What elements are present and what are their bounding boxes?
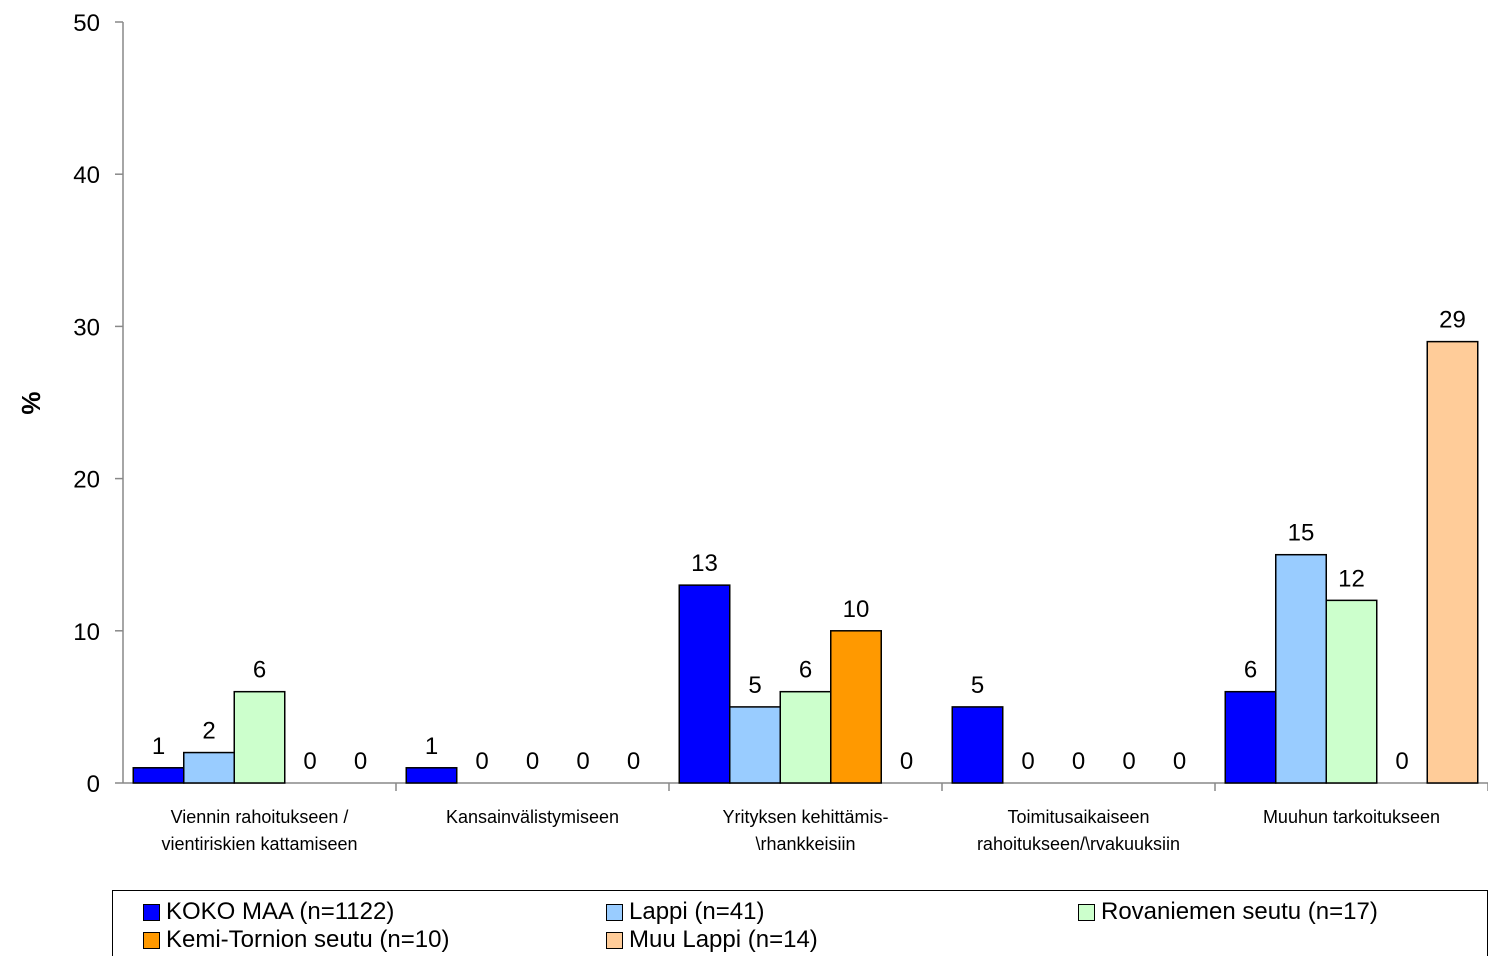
data-label: 5 — [748, 672, 761, 699]
data-label: 29 — [1439, 307, 1466, 334]
data-label: 0 — [900, 748, 913, 775]
y-tick-label: 40 — [73, 162, 100, 189]
data-label: 0 — [303, 748, 316, 775]
y-tick-label: 10 — [73, 619, 100, 646]
y-tick-label: 20 — [73, 467, 100, 494]
x-tick-label: Muuhun tarkoitukseen — [1263, 807, 1440, 827]
data-label: 13 — [691, 550, 718, 577]
data-label: 0 — [576, 748, 589, 775]
bar — [729, 706, 781, 784]
bar — [951, 706, 1004, 784]
data-label: 0 — [1122, 748, 1135, 775]
x-tick-label: vientiriskien kattamiseen — [161, 834, 357, 854]
legend-item: KOKO MAA (n=1122) — [143, 900, 394, 924]
data-label: 6 — [253, 657, 266, 684]
legend-swatch — [606, 903, 623, 921]
y-tick-label: 0 — [87, 771, 100, 798]
legend-label: Kemi-Tornion seutu (n=10) — [166, 926, 450, 953]
legend-swatch — [143, 931, 160, 949]
legend-item: Lappi (n=41) — [606, 900, 764, 924]
bar — [1224, 690, 1277, 784]
legend-label: Rovaniemen seutu (n=17) — [1101, 898, 1378, 925]
bar — [779, 690, 832, 784]
data-label: 0 — [354, 748, 367, 775]
data-label: 6 — [799, 657, 812, 684]
data-label: 1 — [152, 733, 165, 760]
data-label: 15 — [1288, 520, 1315, 547]
data-label: 2 — [202, 718, 215, 745]
y-tick-label: 50 — [73, 10, 100, 37]
data-label: 0 — [1395, 748, 1408, 775]
data-label: 5 — [971, 672, 984, 699]
legend-item: Muu Lappi (n=14) — [606, 928, 818, 952]
legend: KOKO MAA (n=1122) Lappi (n=41) Rovaniemen … — [112, 890, 1488, 956]
data-label: 12 — [1338, 565, 1365, 592]
bar — [830, 630, 882, 784]
bar — [1275, 553, 1327, 784]
legend-swatch — [606, 931, 623, 949]
y-tick-label: 30 — [73, 314, 100, 341]
bar — [183, 751, 235, 784]
bar — [405, 767, 458, 784]
data-label: 0 — [526, 748, 539, 775]
bars — [132, 340, 1479, 784]
legend-swatch — [1078, 903, 1095, 921]
data-label: 0 — [1173, 748, 1186, 775]
legend-label: Lappi (n=41) — [629, 898, 765, 925]
data-label: 1 — [425, 733, 438, 760]
bar — [233, 690, 286, 784]
data-label: 0 — [1072, 748, 1085, 775]
x-tick-label: Toimitusaikaiseen — [1007, 807, 1149, 827]
data-labels: 1 1 13 5 6 2 0 5 0 15 6 0 6 0 12 0 0 10 0 0 0 0 0 0 29 — [152, 307, 1466, 775]
x-tick-label: rahoitukseen/\rvakuuksiin — [977, 834, 1180, 854]
y-axis-label: % — [16, 391, 46, 414]
data-label: 0 — [475, 748, 488, 775]
data-label: 10 — [843, 596, 870, 623]
bar — [678, 584, 731, 784]
x-tick-label: \rhankkeisiin — [755, 834, 855, 854]
bar — [132, 767, 185, 784]
x-tick-label: Kansainvälistymiseen — [446, 807, 619, 827]
legend-label: Muu Lappi (n=14) — [629, 926, 818, 953]
data-label: 0 — [627, 748, 640, 775]
x-tick-label: Yrityksen kehittämis- — [722, 807, 888, 827]
data-label: 6 — [1244, 657, 1257, 684]
bar — [1325, 599, 1378, 784]
x-tick-label: Viennin rahoitukseen / — [171, 807, 349, 827]
bar — [1426, 340, 1479, 784]
legend-item: Kemi-Tornion seutu (n=10) — [143, 928, 449, 952]
legend-swatch — [143, 903, 160, 921]
data-label: 0 — [1021, 748, 1034, 775]
legend-label: KOKO MAA (n=1122) — [166, 898, 395, 925]
legend-item: Rovaniemen seutu (n=17) — [1078, 900, 1378, 924]
